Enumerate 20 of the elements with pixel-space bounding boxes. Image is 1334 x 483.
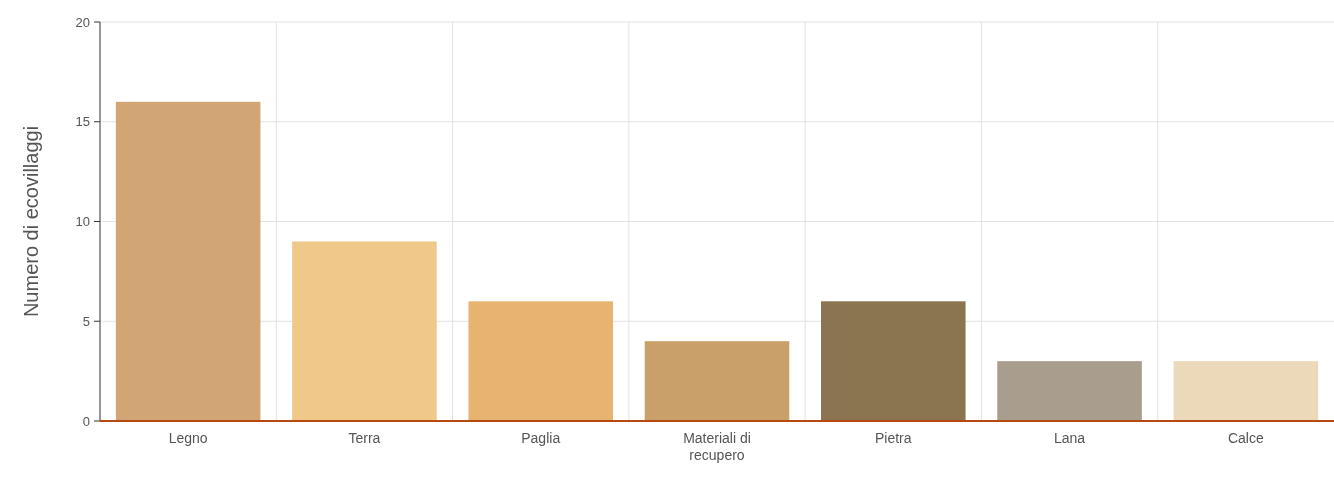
bar: [292, 241, 437, 421]
x-tick-label: Pietra: [875, 430, 912, 446]
x-tick-label: Calce: [1227, 430, 1264, 446]
bar: [1173, 361, 1319, 421]
y-tick-label: 0: [82, 413, 90, 429]
x-tick-label: Legno: [168, 430, 208, 446]
y-axis-title: Numero di ecovillaggi: [20, 125, 42, 318]
x-tick-label: Terra: [348, 430, 381, 446]
bar: [821, 301, 966, 421]
bar: [115, 101, 261, 421]
y-tick-label: 10: [75, 214, 90, 230]
y-tick-label: 20: [75, 14, 90, 30]
x-tick-label: Lana: [1053, 430, 1086, 446]
x-tick-label: Paglia: [521, 430, 561, 446]
bar: [644, 341, 790, 421]
bar: [468, 301, 613, 421]
bar: [997, 361, 1142, 421]
y-tick-label: 5: [82, 313, 90, 329]
y-tick-label: 15: [75, 114, 90, 130]
x-tick-label: Materiali di recupero: [683, 430, 751, 463]
